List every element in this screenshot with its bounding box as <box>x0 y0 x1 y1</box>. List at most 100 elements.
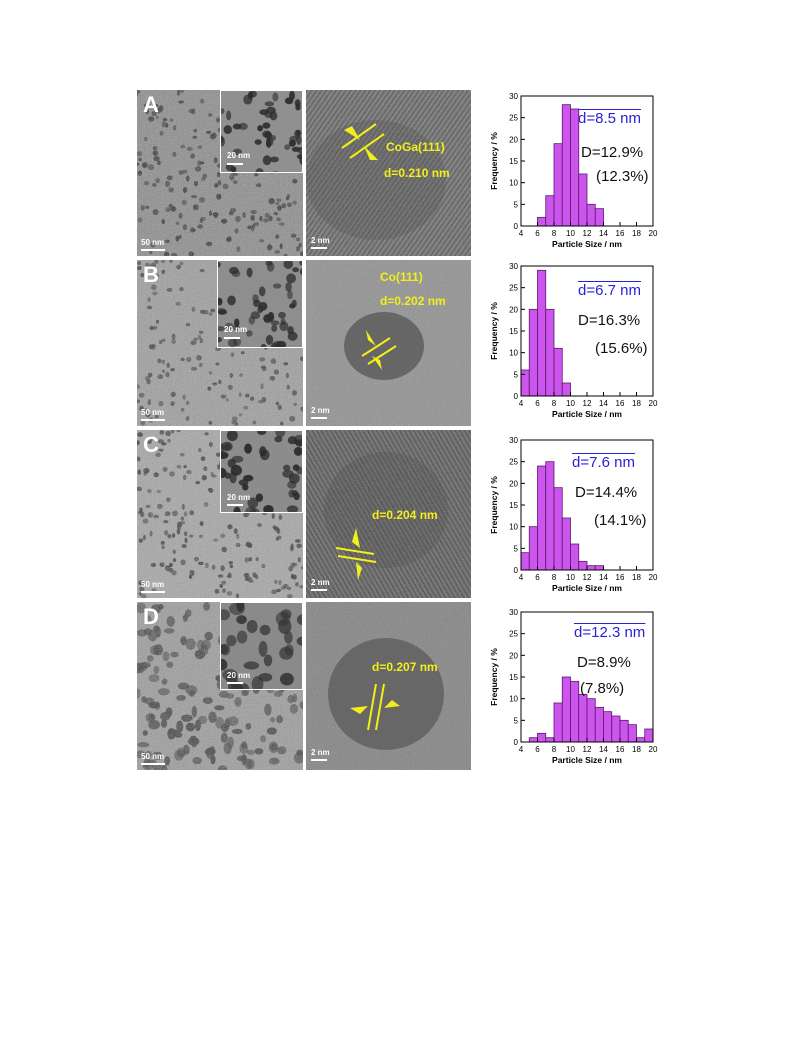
tem-inset-d: 20 nm <box>220 602 303 690</box>
x-tick-label: 10 <box>566 745 575 754</box>
panel-letter: B <box>143 262 159 287</box>
particle <box>221 451 229 460</box>
histogram-bar <box>528 737 538 743</box>
x-tick-label: 14 <box>599 229 608 238</box>
particle <box>269 156 279 163</box>
particle <box>257 125 264 132</box>
hr-scale-bar <box>311 247 327 249</box>
inset-particle-texture <box>221 91 302 172</box>
particle <box>218 309 228 315</box>
tem-inset-a: 20 nm <box>220 90 303 173</box>
tem-overview-d: D 20 nm 50 nm <box>137 602 303 770</box>
particle <box>260 343 267 347</box>
particle <box>259 624 271 636</box>
particle <box>224 322 234 330</box>
noise-overlay <box>306 430 471 598</box>
particle <box>292 464 300 471</box>
particle <box>264 101 275 107</box>
y-axis-label: Frequency / % <box>489 132 499 190</box>
x-tick-label: 10 <box>566 229 575 238</box>
particle <box>230 464 242 476</box>
particle <box>236 615 247 624</box>
particle <box>231 270 241 278</box>
histogram-bar <box>553 347 563 397</box>
particle <box>229 603 245 615</box>
histogram-bar <box>545 737 555 743</box>
particle <box>299 268 302 276</box>
particle <box>255 168 264 172</box>
particle <box>292 267 299 273</box>
histogram-bar <box>578 173 588 227</box>
particle <box>287 326 294 335</box>
particle <box>270 342 278 347</box>
particle <box>224 443 232 451</box>
x-tick-label: 14 <box>599 745 608 754</box>
x-tick-label: 18 <box>632 573 641 582</box>
y-tick-label: 10 <box>509 523 518 532</box>
y-tick-label: 30 <box>509 608 518 617</box>
histogram-bar <box>553 487 563 571</box>
y-axis-label: Frequency / % <box>489 648 499 706</box>
overview-scale-bar <box>141 419 165 421</box>
y-tick-label: 0 <box>514 566 519 575</box>
y-tick-label: 0 <box>514 738 519 747</box>
particle <box>278 618 292 635</box>
x-axis-label: Particle Size / nm <box>552 239 622 249</box>
inset-particle-texture <box>221 431 302 512</box>
particle <box>218 336 223 343</box>
particle <box>284 144 291 150</box>
dispersion-d: D=8.9% <box>577 654 631 671</box>
particle <box>232 148 243 156</box>
x-tick-label: 18 <box>632 399 641 408</box>
particle <box>296 636 302 646</box>
panel-letter: C <box>143 432 159 457</box>
particle <box>284 97 294 105</box>
particle <box>291 299 297 308</box>
particle <box>257 305 264 313</box>
histogram-b: 4 6 8 10 12 14 16 18 20 0 5 10 15 20 25 30 Particle Size… <box>489 262 658 419</box>
histogram-bar <box>594 706 604 743</box>
histogram-bar <box>545 308 555 397</box>
x-tick-label: 8 <box>552 229 557 238</box>
y-axis-label: Frequency / % <box>489 302 499 360</box>
particle <box>282 464 291 472</box>
histogram-bar <box>553 702 563 743</box>
particle <box>249 507 260 512</box>
histogram-bar <box>561 382 571 397</box>
particle <box>263 654 273 667</box>
hr-scale-label: 2 nm <box>311 406 330 415</box>
particle <box>244 443 252 454</box>
x-tick-label: 20 <box>649 399 658 408</box>
histogram-bar <box>644 728 654 743</box>
inset-scale-bar <box>227 504 243 506</box>
x-tick-label: 14 <box>599 573 608 582</box>
particle <box>248 315 256 325</box>
overview-scale-label: 50 nm <box>141 238 165 247</box>
histogram-bar <box>586 698 596 743</box>
particle <box>279 321 289 332</box>
particle <box>280 609 292 620</box>
particle <box>225 163 234 172</box>
spacing-marker <box>361 330 397 370</box>
x-tick-label: 8 <box>552 745 557 754</box>
x-tick-label: 8 <box>552 573 557 582</box>
particle <box>221 108 225 114</box>
spacing-marker <box>350 683 400 731</box>
hrtem-c: d=0.204 nm 2 nm <box>306 430 471 598</box>
particle <box>288 139 296 147</box>
particle <box>221 658 228 671</box>
particle <box>291 489 298 497</box>
hr-scale-bar <box>311 589 327 591</box>
particle <box>246 619 258 634</box>
particle <box>259 109 269 116</box>
particle <box>271 171 279 172</box>
x-tick-label: 20 <box>649 229 658 238</box>
x-tick-label: 16 <box>616 399 625 408</box>
particle <box>236 630 248 644</box>
y-tick-label: 15 <box>509 157 518 166</box>
d-spacing-label: d=0.210 nm <box>384 166 450 180</box>
particle <box>263 504 274 512</box>
phase-label: CoGa(111) <box>386 140 445 154</box>
histogram-bar <box>528 526 538 571</box>
particle <box>262 130 272 138</box>
